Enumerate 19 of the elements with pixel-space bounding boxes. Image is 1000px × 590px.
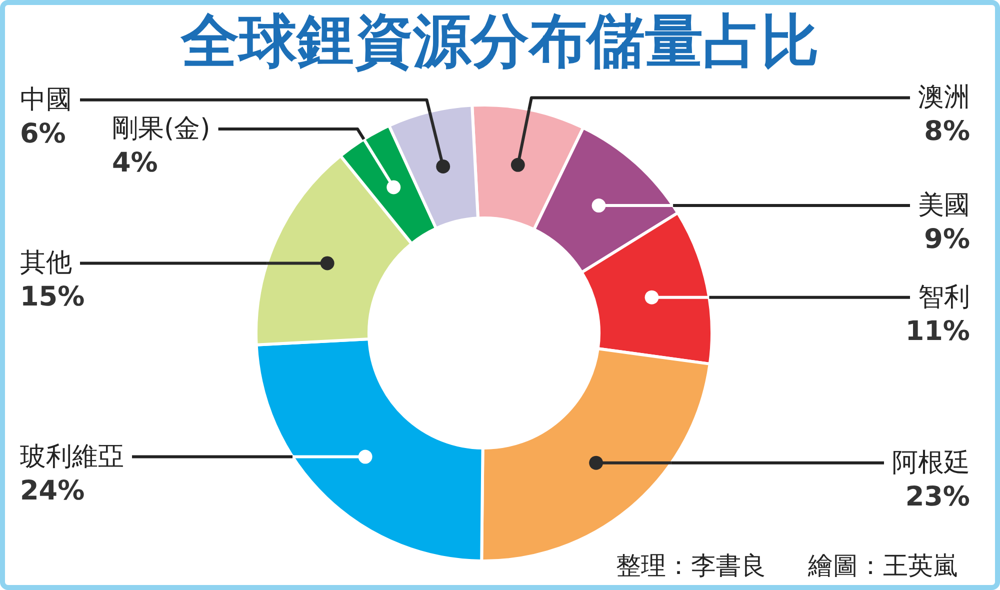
slice-label: 玻利維亞 — [20, 442, 124, 472]
slice-label: 阿根廷 — [892, 448, 970, 478]
data-label: 11% — [905, 316, 970, 347]
data-label: 9% — [924, 224, 970, 256]
chart-title: 全球鋰資源分布儲量占比 — [180, 7, 819, 75]
data-label: 24% — [20, 475, 85, 506]
slice-label: 澳洲 — [918, 82, 970, 113]
slice-label: 中國 — [20, 84, 72, 115]
data-label: 8% — [924, 116, 970, 148]
text: 整理：李書良 — [616, 550, 766, 582]
data-label: 4% — [112, 148, 158, 179]
data-label: 6% — [20, 118, 66, 150]
data-label: 23% — [905, 481, 970, 512]
slice-label: 剛果(金) — [112, 114, 210, 144]
text: 繪圖：王英嵐 — [808, 550, 958, 582]
slice-label: 智利 — [918, 282, 970, 312]
slice-label: 其他 — [20, 248, 72, 278]
slice-label: 美國 — [918, 190, 970, 221]
data-label: 15% — [20, 282, 85, 313]
